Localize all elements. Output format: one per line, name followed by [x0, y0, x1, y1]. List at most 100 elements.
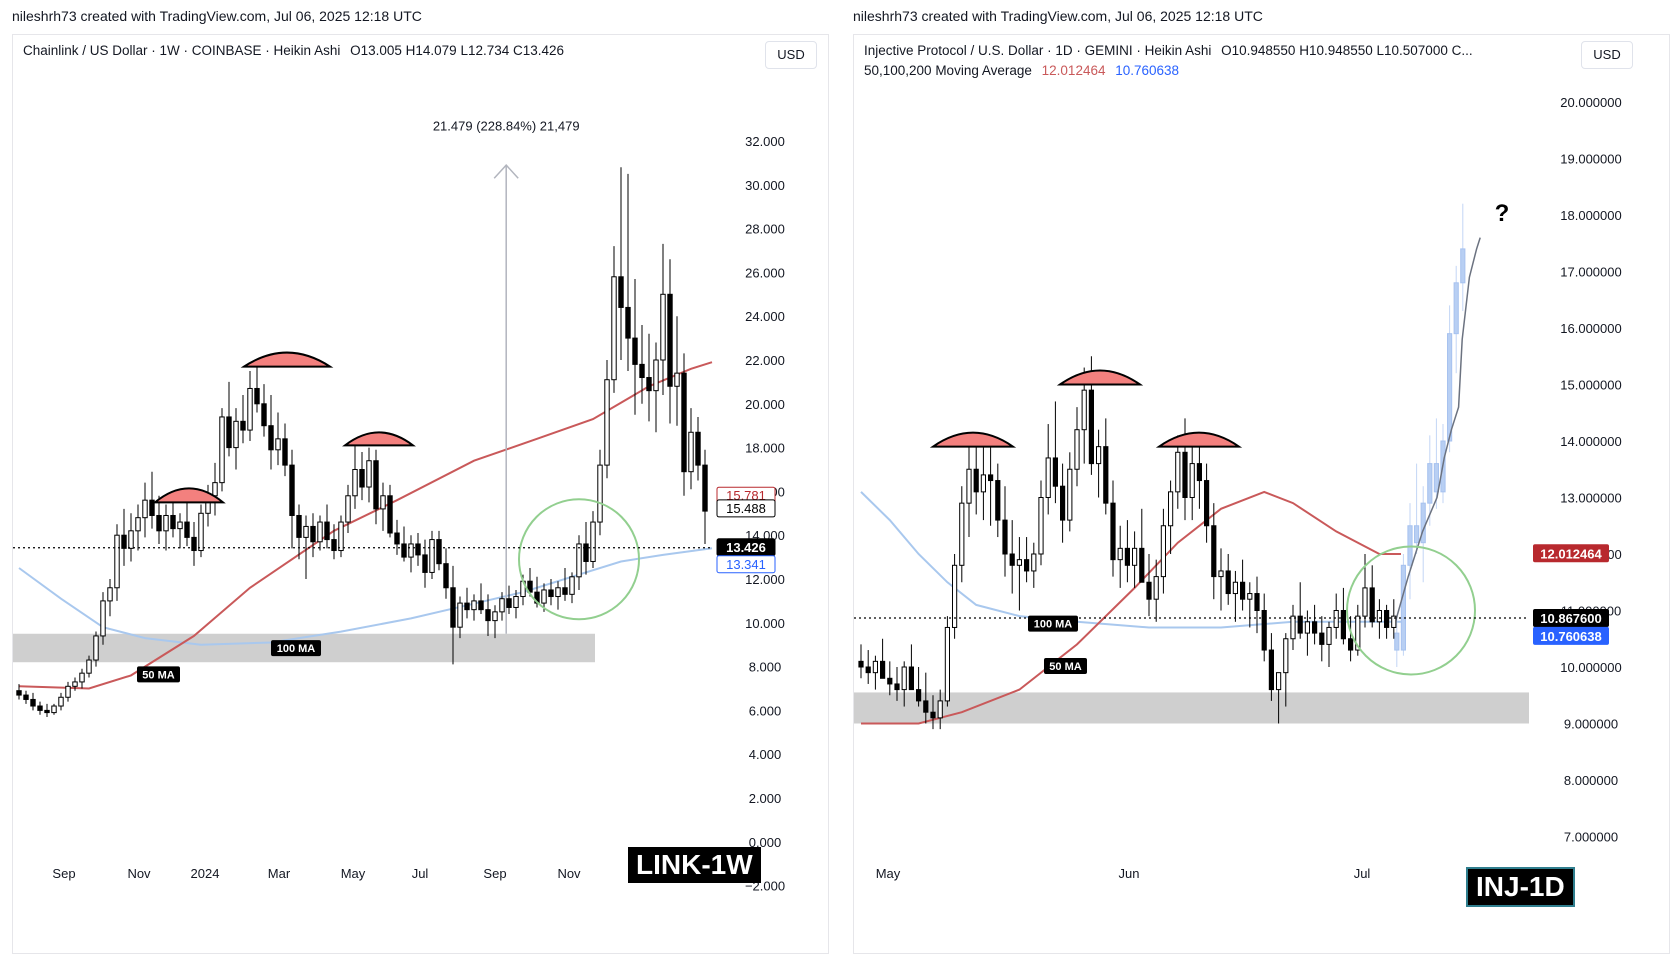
candle: [506, 598, 512, 608]
candle: [872, 660, 878, 674]
candle: [142, 499, 148, 519]
head-dome: [1056, 369, 1144, 386]
candle: [562, 587, 568, 595]
candle: [1261, 610, 1267, 651]
candle: [1232, 581, 1238, 595]
candle: [1304, 621, 1310, 634]
candle: [415, 543, 421, 556]
candle: [275, 438, 281, 451]
candle: [1240, 581, 1246, 600]
candle: [317, 521, 323, 543]
last-price-label-bg: [1533, 608, 1609, 627]
candle: [79, 672, 85, 683]
candle: [177, 521, 183, 530]
candle: [660, 293, 666, 361]
inj-ma100-legend-value: 10.760638: [1115, 63, 1180, 78]
candle: [1110, 502, 1116, 561]
inj-ma-legend-title: 50,100,200 Moving Average: [864, 63, 1032, 78]
candle: [590, 521, 596, 562]
candle: [1254, 593, 1260, 611]
candle: [247, 387, 253, 431]
candle: [1225, 570, 1231, 595]
x-tick-label: 2024: [191, 866, 220, 881]
candle: [492, 611, 498, 622]
candle: [464, 602, 470, 611]
candle: [261, 403, 267, 427]
link-title: Chainlink / US Dollar · 1W · COINBASE · …: [23, 43, 341, 58]
ma50-chart-label: 50 MA: [1049, 661, 1081, 673]
candle: [1196, 463, 1202, 482]
y-tick-label: 7.000000: [1564, 830, 1618, 845]
link-chart[interactable]: 32.000 30.000 28.000 26.000 24.000 22.000 20.0…: [13, 35, 828, 953]
candle: [1333, 610, 1339, 628]
ma50-line: [861, 490, 1401, 725]
y-tick-label: 15.000000: [1560, 378, 1621, 393]
candle: [569, 576, 575, 595]
candle: [583, 543, 589, 562]
ma100-line: [18, 547, 713, 646]
link-currency-button[interactable]: USD: [765, 41, 817, 69]
candle: [191, 536, 197, 552]
prev-price-label-bg: [716, 499, 776, 518]
candle: [930, 711, 936, 719]
candle: [995, 480, 1001, 521]
candle: [254, 387, 260, 405]
link-chart-panel[interactable]: 32.000 30.000 28.000 26.000 24.000 22.000 20.0…: [12, 34, 829, 954]
candle: [1024, 559, 1030, 572]
y-tick-label: 10.000000: [1560, 660, 1621, 675]
inj-chart[interactable]: 20.000000 19.000000 18.000000 17.000000 16.0…: [854, 35, 1669, 953]
x-tick-label: Sep: [52, 866, 75, 881]
candle: [352, 469, 358, 497]
y-tick-label: 8.000: [749, 660, 782, 675]
candle: [65, 685, 71, 698]
candle: [443, 563, 449, 589]
candle: [478, 600, 484, 611]
ma50-chart-label-bg: [1044, 658, 1087, 674]
candle: [1016, 559, 1023, 566]
candle: [1052, 457, 1059, 487]
x-tick-label: Nov: [127, 866, 151, 881]
candle: [1376, 610, 1382, 623]
candle: [128, 530, 134, 549]
projection-candle: [1433, 463, 1439, 493]
projection-candle: [1420, 502, 1426, 544]
inj-chart-panel[interactable]: 20.000000 19.000000 18.000000 17.000000 16.0…: [853, 34, 1670, 954]
y-tick-label: 13.000000: [1560, 491, 1621, 506]
candle: [541, 589, 547, 604]
candle: [1297, 615, 1303, 634]
candle: [973, 468, 979, 493]
y-tick-label-clipped: 20.000000: [1560, 95, 1621, 110]
candle: [1218, 570, 1224, 578]
candle: [86, 659, 92, 674]
projection-candle: [1447, 333, 1453, 442]
candle: [114, 534, 120, 589]
y-tick-label: 4.000: [749, 747, 782, 762]
candle: [1319, 632, 1325, 645]
candle: [1204, 480, 1210, 527]
candle: [611, 276, 617, 381]
last-price-label: 13.426: [726, 540, 766, 555]
right-shoulder-dome: [1155, 431, 1243, 448]
candle: [865, 666, 871, 674]
projection-candle: [1460, 248, 1466, 284]
candle: [1031, 553, 1037, 572]
y-tick-label: 20.000: [745, 397, 785, 412]
x-tick-label: Jul: [412, 866, 429, 881]
y-tick-label: 32.000: [745, 134, 785, 149]
candle: [1081, 389, 1087, 431]
candle: [485, 609, 491, 622]
candle: [1340, 610, 1346, 640]
candle: [988, 474, 994, 482]
candle: [527, 580, 533, 593]
inj-ohlc: O10.948550 H10.948550 L10.507000 C...: [1221, 43, 1473, 58]
candle: [408, 543, 414, 558]
inj-currency-button[interactable]: USD: [1581, 41, 1633, 69]
candle: [282, 438, 288, 466]
candle: [1045, 457, 1051, 499]
candle: [289, 464, 295, 516]
inj-symbol-tag: INJ-1D: [1466, 867, 1575, 907]
candle: [667, 293, 673, 387]
projection-candle: [1394, 632, 1400, 651]
left-shoulder-dome: [152, 487, 226, 504]
candle: [450, 587, 456, 628]
